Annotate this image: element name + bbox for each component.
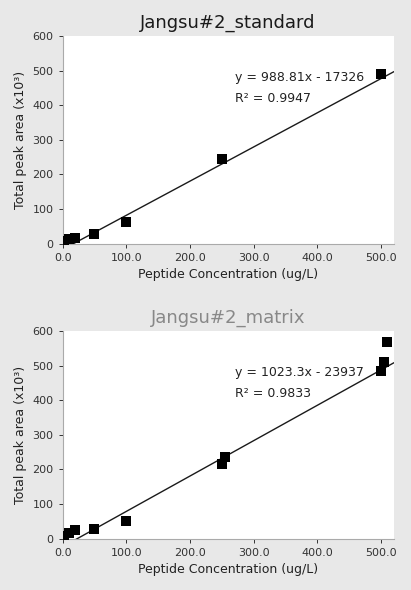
Point (91, 229, 98, 238)
Point (381, 358, 387, 367)
Title: Jangsu#2_matrix: Jangsu#2_matrix (151, 309, 305, 327)
Point (378, 70, 384, 79)
Point (72, 233, 79, 242)
Text: y = 988.81x - 17326: y = 988.81x - 17326 (235, 71, 364, 84)
Point (218, 460, 225, 469)
Point (60, 531, 67, 540)
Text: R² = 0.9833: R² = 0.9833 (235, 387, 311, 400)
Text: R² = 0.9947: R² = 0.9947 (235, 92, 311, 105)
Point (378, 366, 384, 376)
Point (123, 516, 129, 526)
Point (384, 337, 390, 346)
Point (66, 529, 72, 538)
Point (66, 235, 72, 244)
Title: Jangsu#2_standard: Jangsu#2_standard (140, 14, 316, 32)
Point (60, 236, 67, 245)
Y-axis label: Total peak area (x10³): Total peak area (x10³) (14, 71, 27, 209)
Y-axis label: Total peak area (x10³): Total peak area (x10³) (14, 366, 27, 504)
Point (218, 154, 225, 163)
Text: y = 1023.3x - 23937: y = 1023.3x - 23937 (235, 366, 364, 379)
Point (91, 524, 98, 533)
Point (222, 453, 228, 462)
Point (123, 217, 129, 227)
X-axis label: Peptide Concentration (ug/L): Peptide Concentration (ug/L) (138, 268, 318, 281)
X-axis label: Peptide Concentration (ug/L): Peptide Concentration (ug/L) (138, 563, 318, 576)
Point (72, 525, 79, 535)
